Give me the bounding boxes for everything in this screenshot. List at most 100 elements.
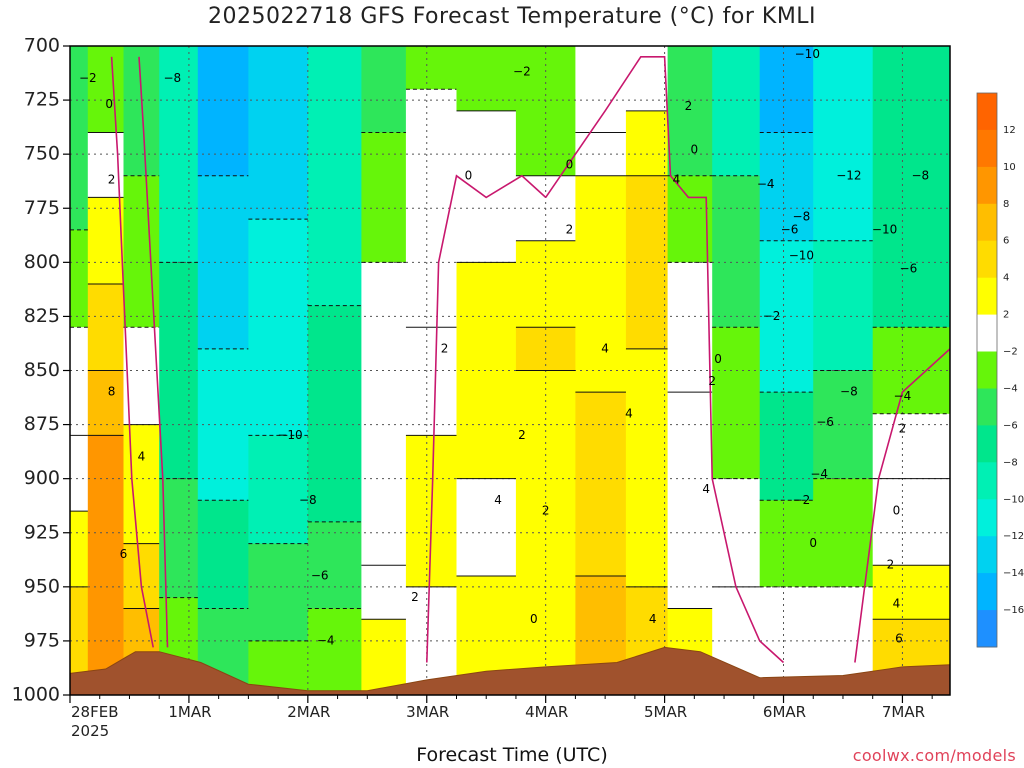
temperature-cell xyxy=(248,46,309,220)
temperature-cell xyxy=(70,46,89,231)
temperature-cell xyxy=(575,175,627,393)
contour-label: −8 xyxy=(911,168,929,182)
temperature-cell xyxy=(872,46,950,328)
temperature-cell xyxy=(712,175,761,328)
contour-label: −2 xyxy=(79,71,97,85)
temperature-cell xyxy=(361,132,407,263)
contour-label: 0 xyxy=(809,536,817,550)
contour-label: 0 xyxy=(690,142,698,156)
temperature-cell xyxy=(123,175,160,328)
contour-label: 4 xyxy=(893,597,901,611)
temperature-cell xyxy=(307,521,362,609)
contour-layer xyxy=(70,56,950,664)
zero-isotherm-line xyxy=(426,174,547,663)
colorbar-label: −14 xyxy=(1003,568,1024,579)
temperature-cell xyxy=(361,262,407,566)
temperature-cell xyxy=(575,392,627,577)
temperature-cell xyxy=(667,46,713,177)
temperature-cell xyxy=(123,543,160,610)
temperature-cell xyxy=(667,392,713,609)
y-tick-label: 750 xyxy=(24,143,60,165)
temperature-cell xyxy=(515,240,576,328)
y-tick-label: 725 xyxy=(24,89,60,111)
colorbar-label: −2 xyxy=(1003,347,1018,358)
terrain-layer xyxy=(70,646,950,695)
contour-label: −6 xyxy=(781,222,799,236)
contour-label: −4 xyxy=(894,389,912,403)
temperature-cell xyxy=(248,543,309,642)
colorbar-swatch xyxy=(977,462,997,500)
x-tick-label: 28FEB xyxy=(71,703,118,721)
colorbar-swatch xyxy=(977,166,997,205)
temperature-cell xyxy=(813,46,874,242)
contour-label: 6 xyxy=(895,631,903,645)
contour-label: −10 xyxy=(789,248,814,262)
temperature-cell xyxy=(456,46,517,112)
temperature-cell xyxy=(759,132,814,242)
temperature-cell xyxy=(70,229,89,328)
x-tick-label: 1MAR xyxy=(168,703,211,721)
temperature-cell xyxy=(759,240,814,393)
zero-isotherm-line xyxy=(545,56,785,664)
x-tick-sublabel: 2025 xyxy=(71,722,109,740)
colorbar-label: −8 xyxy=(1003,457,1018,468)
colorbar-swatch xyxy=(977,536,997,574)
chart-title: 2025022718 GFS Forecast Temperature (°C)… xyxy=(207,4,817,29)
temperature-cell xyxy=(87,284,125,372)
temperature-cell xyxy=(123,424,160,545)
contour-label: −2 xyxy=(763,309,781,323)
contour-label: 8 xyxy=(108,385,116,399)
temperature-cell xyxy=(70,327,89,436)
temperature-cell xyxy=(307,46,362,307)
y-tick-label: 975 xyxy=(24,629,60,651)
temperature-cell xyxy=(361,619,407,695)
colorbar-swatch xyxy=(977,573,997,611)
colorbar-label: −6 xyxy=(1003,420,1018,431)
temperature-cell xyxy=(712,327,761,480)
colorbar-swatch xyxy=(977,240,997,279)
contour-label: −2 xyxy=(793,493,811,507)
y-axis: 700 725 750 775 800 825 850 875 900 925 950 975 1000 xyxy=(12,35,70,706)
temperature-cell xyxy=(872,413,950,480)
contour-label: −8 xyxy=(163,71,181,85)
colorbar-label: −10 xyxy=(1003,494,1024,505)
temperature-cell xyxy=(625,46,669,112)
contour-label: 4 xyxy=(138,450,146,464)
credit-link[interactable]: coolwx.com/models xyxy=(852,746,1016,765)
y-tick-label: 875 xyxy=(24,413,60,435)
colorbar-label: 2 xyxy=(1003,310,1009,321)
y-tick-label: 950 xyxy=(24,575,60,597)
colorbar-label: 12 xyxy=(1003,125,1016,136)
temperature-cell xyxy=(70,435,89,512)
temperature-cell xyxy=(625,110,669,177)
temperature-cell xyxy=(70,511,89,588)
contour-label: 2 xyxy=(441,341,449,355)
contour-label: 4 xyxy=(625,406,633,420)
temperature-cell xyxy=(70,586,89,695)
contour-label: −4 xyxy=(810,467,828,481)
contour-label: −10 xyxy=(277,428,302,442)
contour-label: −4 xyxy=(317,633,335,647)
colorbar-swatch xyxy=(977,203,997,242)
contour-label: 2 xyxy=(887,558,895,572)
temperature-cell xyxy=(456,262,517,480)
temperature-cell xyxy=(759,46,814,134)
temperature-cell xyxy=(813,478,874,588)
colorbar-swatch xyxy=(977,610,997,648)
contour-label: 2 xyxy=(518,428,526,442)
contour-label: 0 xyxy=(714,352,722,366)
temperature-cell xyxy=(197,500,249,610)
zero-isotherm-line xyxy=(854,348,950,663)
temperature-cell xyxy=(361,46,407,134)
colorbar-swatch xyxy=(977,277,997,316)
contour-label: 0 xyxy=(893,504,901,518)
contour-label: −8 xyxy=(840,385,858,399)
temperature-cell xyxy=(87,370,125,436)
temperature-cell xyxy=(248,435,309,545)
temperature-cell xyxy=(575,132,627,177)
contour-label: 0 xyxy=(566,158,574,172)
temperature-cell xyxy=(872,565,950,620)
x-tick-label: 2MAR xyxy=(287,703,330,721)
